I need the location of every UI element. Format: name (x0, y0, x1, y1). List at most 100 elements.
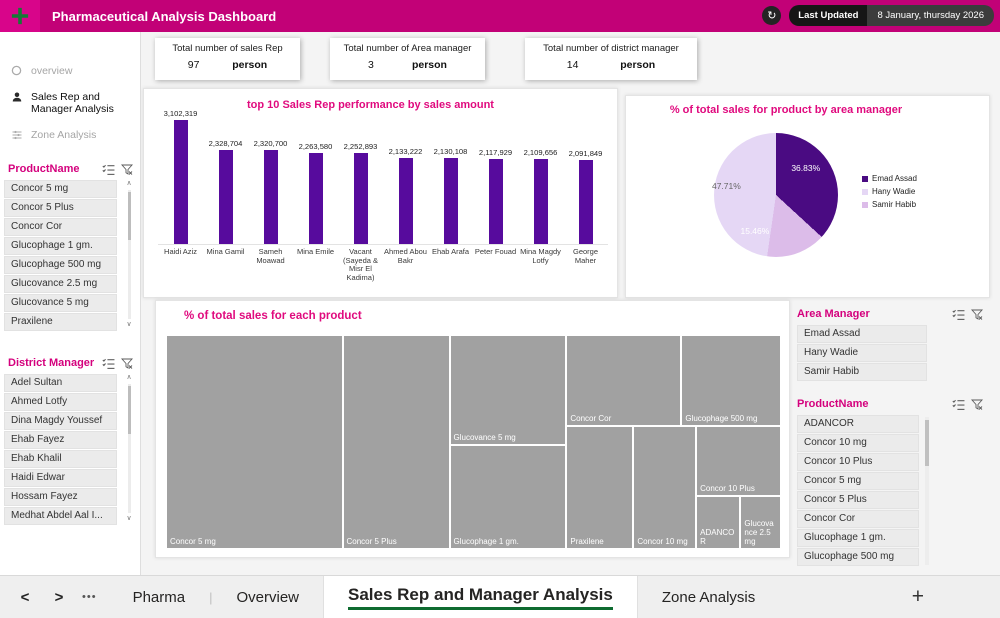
treemap-tile[interactable]: Glucovance 2.5 mg (740, 495, 781, 549)
product-slicer: ProductName ∧ ∨ Concor 5 mg Concor 5 Plus… (0, 160, 141, 332)
bar[interactable] (578, 160, 593, 244)
bar-column[interactable]: 2,091,849 (563, 109, 608, 244)
slicer-item[interactable]: Glucophage 500 mg (4, 256, 117, 274)
slicer-item[interactable]: Concor 10 mg (797, 434, 919, 452)
bar[interactable] (173, 120, 188, 244)
kpi-label: Total number of sales Rep (172, 43, 283, 54)
slicer-item[interactable]: Glucophage 1 gm. (4, 237, 117, 255)
bar[interactable] (353, 153, 368, 244)
checklist-icon[interactable] (952, 399, 965, 410)
scroll-track[interactable] (128, 384, 131, 513)
treemap-tile[interactable]: ADANCOR (696, 495, 741, 549)
legend-item[interactable]: Samir Habib (862, 198, 917, 211)
refresh-icon[interactable]: ↻ (762, 6, 782, 25)
slicer-item[interactable]: Glucovance 5 mg (4, 294, 117, 312)
slicer-item[interactable]: Concor Cor (4, 218, 117, 236)
slicer-item[interactable]: Ehab Khalil (4, 450, 117, 468)
clear-filter-icon[interactable] (971, 399, 983, 410)
sidebar-item-overview[interactable]: overview (0, 58, 140, 84)
bar-column[interactable]: 2,328,704 (203, 109, 248, 244)
tab-pharma[interactable]: Pharma (132, 588, 186, 606)
clear-filter-icon[interactable] (971, 309, 983, 320)
slicer-item[interactable]: Ehab Fayez (4, 431, 117, 449)
slicer-item[interactable]: Adel Sultan (4, 374, 117, 392)
slicer-item[interactable]: Glucovance 2.5 mg (4, 275, 117, 293)
clear-filter-icon[interactable] (121, 358, 133, 369)
pie[interactable]: 36.83% 15.46% 47.71% (712, 133, 838, 257)
bar-column[interactable]: 2,109,656 (518, 109, 563, 244)
sidebar-nav: overview Sales Rep and Manager Analysis … (0, 32, 140, 148)
slicer-item[interactable]: Dina Magdy Youssef (4, 412, 117, 430)
treemap-tile[interactable]: Concor 10 mg (633, 425, 697, 549)
checklist-icon[interactable] (102, 358, 115, 369)
slicer-item[interactable]: Haidi Edwar (4, 469, 117, 487)
tab-sales-rep-and-manager-analysis[interactable]: Sales Rep and Manager Analysis (323, 576, 638, 618)
chevron-left-icon[interactable]: < (20, 588, 30, 606)
more-pages-icon[interactable]: ••• (82, 591, 97, 603)
bar-column[interactable]: 2,252,893 (338, 109, 383, 244)
bar[interactable] (488, 159, 503, 244)
slicer-item[interactable]: ADANCOR (797, 415, 919, 433)
bar[interactable] (218, 150, 233, 244)
treemap-tile[interactable]: Concor Cor (566, 335, 682, 426)
treemap-tile[interactable]: Concor 5 Plus (342, 335, 450, 549)
slicer-item[interactable]: Glucophage 500 mg (797, 548, 919, 566)
clear-filter-icon[interactable] (121, 164, 133, 175)
slicer-item[interactable]: Concor 5 Plus (797, 491, 919, 509)
slicer-item[interactable]: Emad Assad (797, 325, 927, 343)
treemap-tile[interactable]: Glucophage 500 mg (681, 335, 781, 426)
product-slicer-right-list: ADANCOR Concor 10 mg Concor 10 Plus Concor … (795, 413, 991, 566)
scroll-thumb[interactable] (128, 192, 131, 240)
treemap-tile[interactable]: Praxilene (566, 425, 634, 549)
checklist-icon[interactable] (102, 164, 115, 175)
bar-column[interactable]: 3,102,319 (158, 109, 203, 244)
slicer-item[interactable]: Concor 5 mg (4, 180, 117, 198)
slicer-item[interactable]: Concor 10 Plus (797, 453, 919, 471)
slicer-item[interactable]: Concor 5 mg (797, 472, 919, 490)
treemap-tile[interactable]: Glucophage 1 gm. (449, 445, 567, 549)
sidebar-item-zone-analysis[interactable]: Zone Analysis (0, 122, 140, 148)
header-right: ↻ Last Updated 8 January, thursday 2026 (762, 5, 994, 26)
chevron-right-icon[interactable]: > (54, 588, 64, 606)
slicer-item[interactable]: Concor Cor (797, 510, 919, 528)
legend-item[interactable]: Emad Assad (862, 172, 917, 185)
slicer-item[interactable]: Praxilene (4, 313, 117, 331)
checklist-icon[interactable] (952, 309, 965, 320)
scroll-down-icon[interactable]: ∨ (126, 321, 132, 328)
bar-column[interactable]: 2,263,580 (293, 109, 338, 244)
treemap-tile[interactable]: Glucovance 5 mg (449, 335, 567, 446)
slicer-item[interactable]: Ahmed Lotfy (4, 393, 117, 411)
x-axis-line (158, 244, 608, 245)
bar[interactable] (263, 150, 278, 244)
bar[interactable] (533, 159, 548, 244)
tab-overview[interactable]: Overview (236, 588, 299, 606)
bar-column[interactable]: 2,320,700 (248, 109, 293, 244)
scroll-down-icon[interactable]: ∨ (126, 515, 132, 522)
scroll-track[interactable] (128, 190, 131, 319)
bar[interactable] (308, 153, 323, 244)
slicer-item[interactable]: Medhat Abdel Aal I... (4, 507, 117, 525)
pie-chart-panel: % of total sales for product by area man… (625, 95, 990, 298)
bar-column[interactable]: 2,133,222 (383, 109, 428, 244)
slicer-item[interactable]: Samir Habib (797, 363, 927, 381)
slicer-item[interactable]: Hossam Fayez (4, 488, 117, 506)
scroll-up-icon[interactable]: ∧ (126, 374, 132, 381)
slicer-item[interactable]: Concor 5 Plus (4, 199, 117, 217)
tab-zone-analysis[interactable]: Zone Analysis (661, 588, 756, 606)
treemap-tile[interactable]: Concor 10 Plus (696, 425, 781, 496)
add-page-button[interactable]: + (911, 585, 924, 608)
treemap-tile[interactable]: Concor 5 mg (166, 335, 343, 549)
legend-item[interactable]: Hany Wadie (862, 185, 917, 198)
slicer-item[interactable]: Hany Wadie (797, 344, 927, 362)
bar-column[interactable]: 2,130,108 (428, 109, 473, 244)
bar[interactable] (398, 158, 413, 244)
bar[interactable] (443, 158, 458, 244)
sidebar-item-sales-rep-analysis[interactable]: Sales Rep and Manager Analysis (0, 84, 140, 122)
scroll-thumb[interactable] (128, 386, 131, 434)
scroll-up-icon[interactable]: ∧ (126, 180, 132, 187)
sidebar: overview Sales Rep and Manager Analysis … (0, 32, 141, 575)
bar-column[interactable]: 2,117,929 (473, 109, 518, 244)
slicer-item[interactable]: Glucophage 1 gm. (797, 529, 919, 547)
scroll-thumb[interactable] (925, 420, 929, 466)
legend-marker (862, 175, 868, 182)
